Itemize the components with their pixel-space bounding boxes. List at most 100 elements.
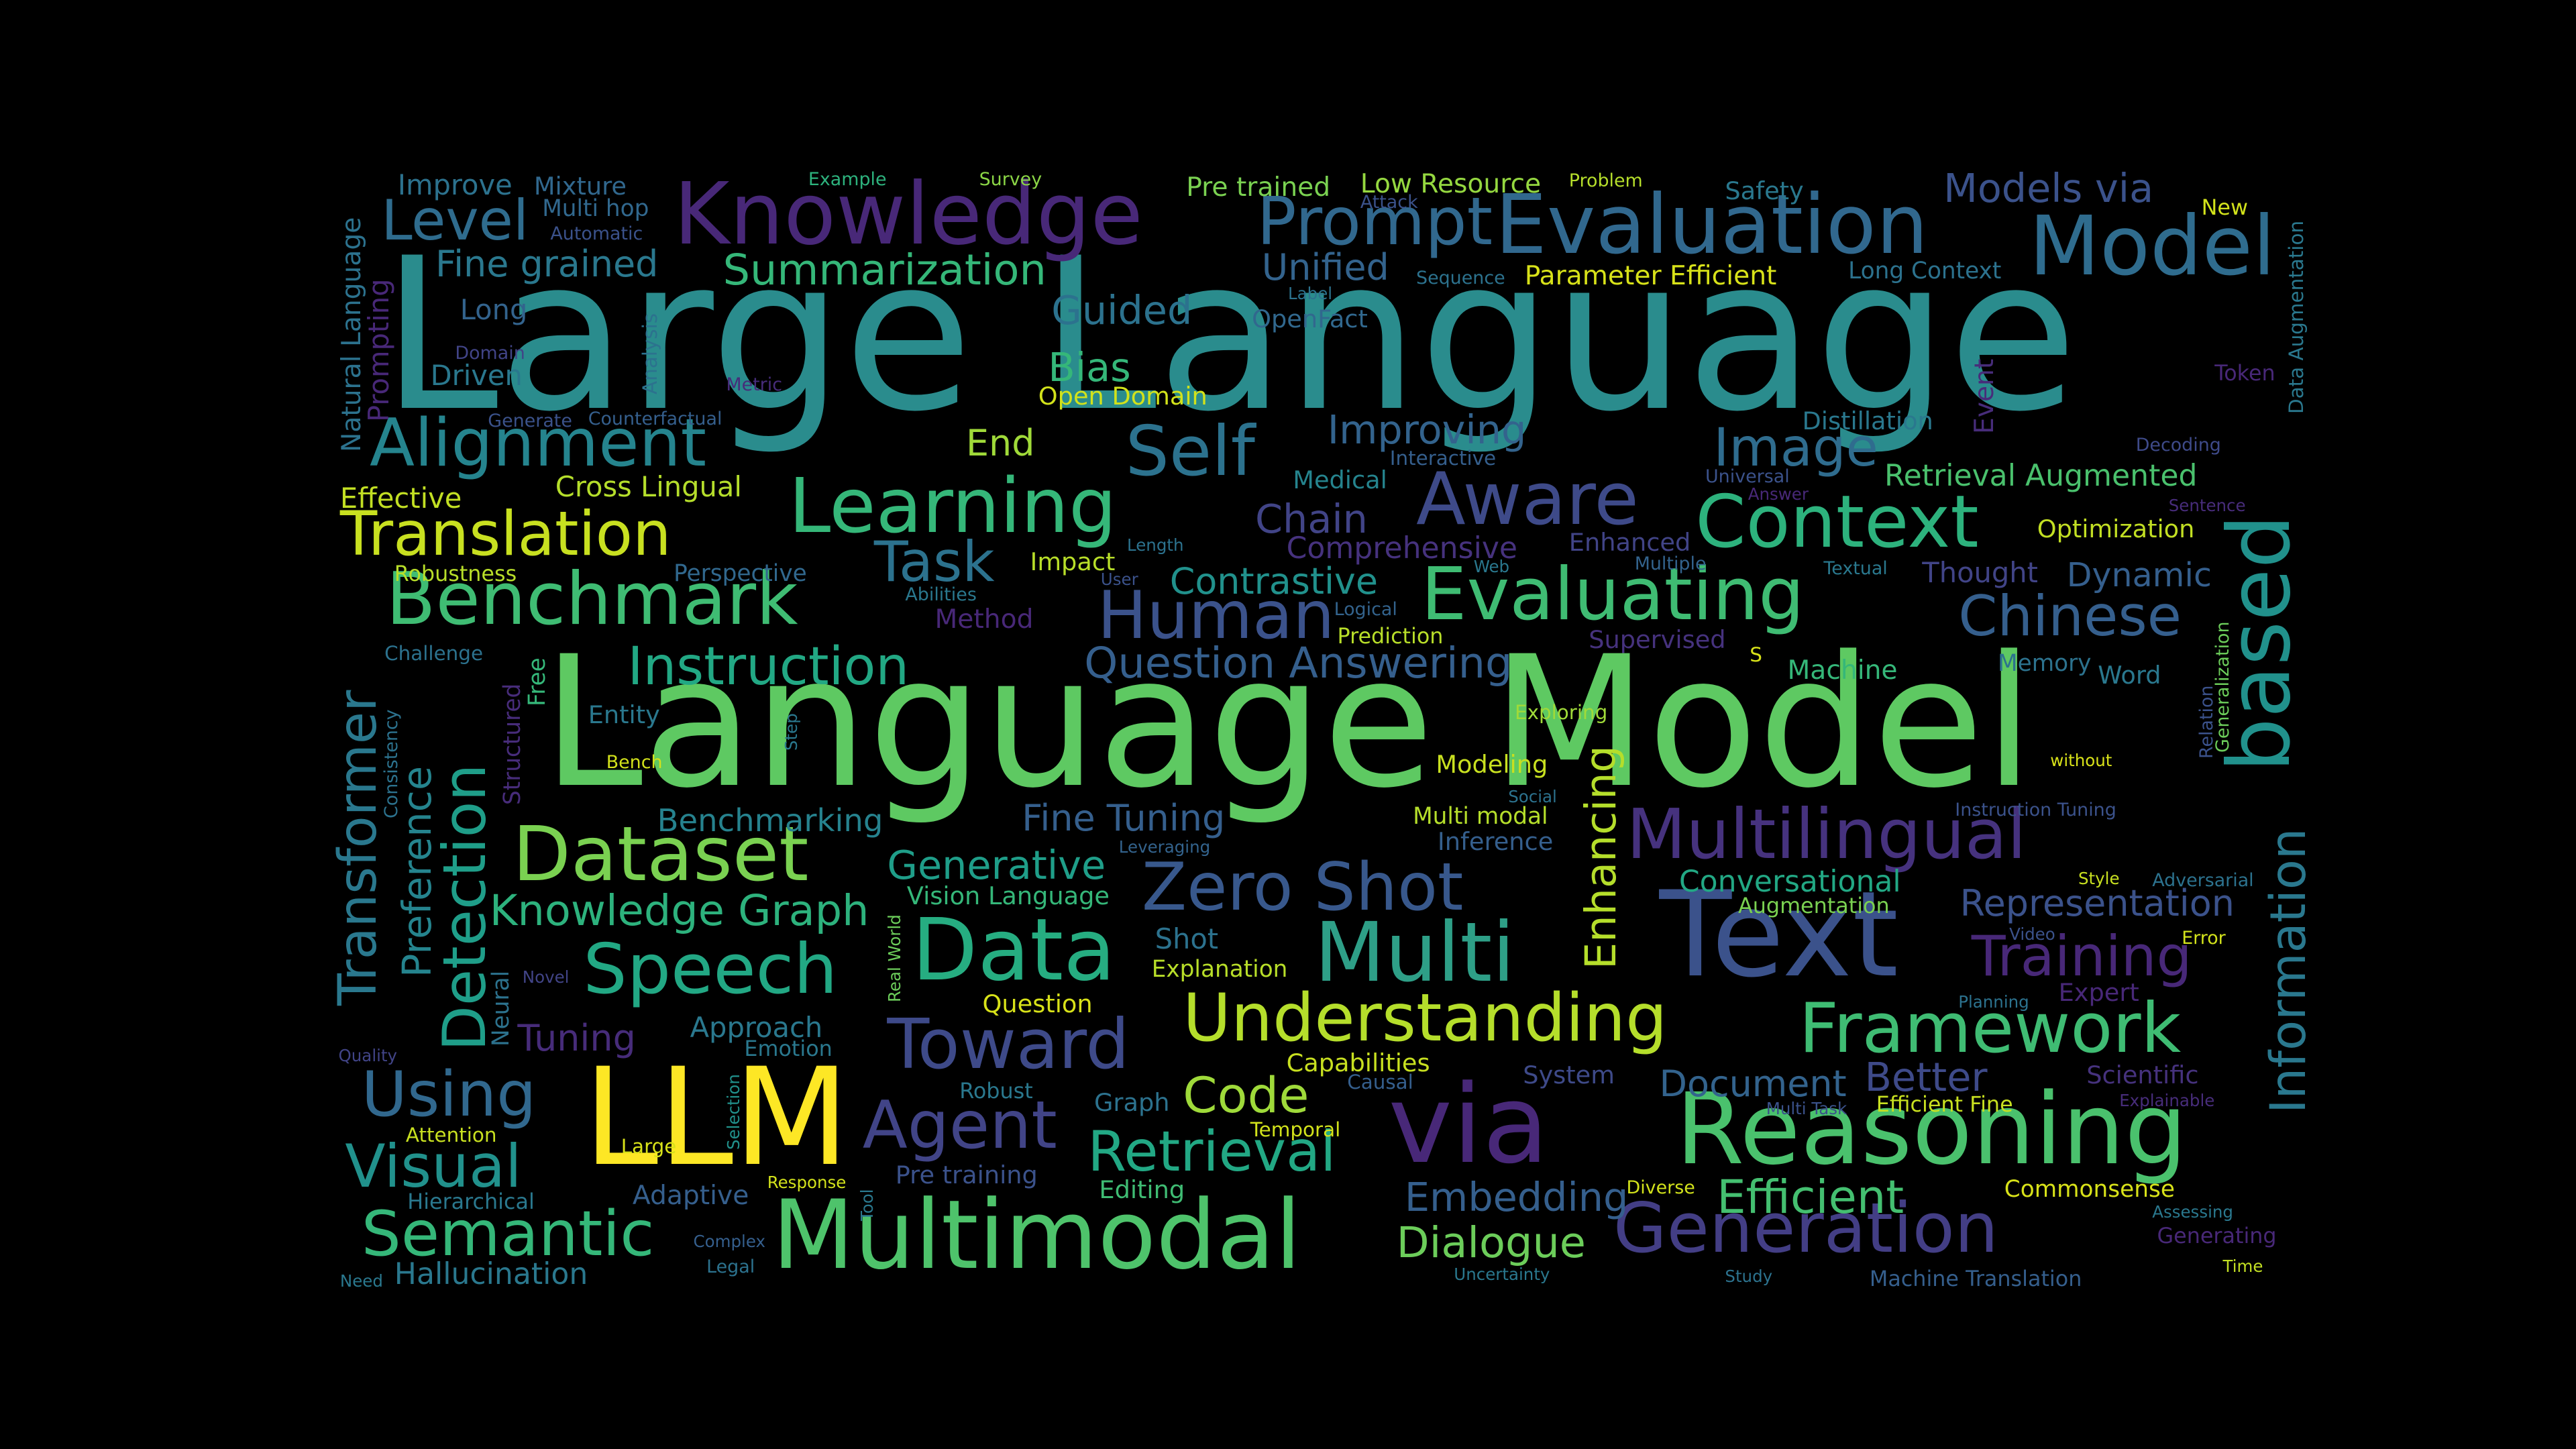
word-automatic: Automatic xyxy=(550,223,643,244)
word-self: Self xyxy=(1125,411,1256,492)
word-via: via xyxy=(1388,1061,1549,1188)
word-quality: Quality xyxy=(338,1046,398,1066)
word-semantic: Semantic xyxy=(361,1197,655,1270)
word-prompt: Prompt xyxy=(1256,183,1493,260)
word-shot: Shot xyxy=(1155,922,1219,955)
word-study: Study xyxy=(1725,1266,1773,1286)
word-explainable: Explainable xyxy=(2119,1090,2215,1110)
word-novel: Novel xyxy=(522,967,570,987)
word-counterfactual: Counterfactual xyxy=(588,409,722,430)
word-generating: Generating xyxy=(2157,1223,2277,1248)
word-translation: Translation xyxy=(339,498,672,570)
word-impact: Impact xyxy=(1030,547,1116,577)
word-entity: Entity xyxy=(588,700,660,730)
word-analysis: Analysis xyxy=(639,313,662,394)
word-tool: Tool xyxy=(857,1189,877,1221)
word-generation: Generation xyxy=(1613,1188,1998,1269)
word-legal: Legal xyxy=(706,1256,755,1277)
word-efficient: Efficient xyxy=(1717,1171,1904,1224)
word-chain: Chain xyxy=(1255,495,1368,542)
word-long: Long xyxy=(460,292,528,326)
word-language-model: Language Model xyxy=(542,616,2035,828)
word-alignment: Alignment xyxy=(370,405,707,482)
word-representation: Representation xyxy=(1960,882,2235,924)
word-safety: Safety xyxy=(1725,176,1804,205)
word-distillation: Distillation xyxy=(1802,406,1933,435)
word-improve: Improve xyxy=(397,168,513,201)
word-transformer: Transformer xyxy=(327,690,388,1006)
word-llm: LLM xyxy=(583,1040,850,1197)
word-enhanced: Enhanced xyxy=(1568,528,1691,557)
word-robust: Robust xyxy=(959,1079,1033,1104)
word-efficient-fine: Efficient Fine xyxy=(1876,1092,2013,1117)
word-exploring: Exploring xyxy=(1515,701,1608,724)
word-survey: Survey xyxy=(979,168,1042,190)
word-capabilities: Capabilities xyxy=(1286,1049,1430,1078)
word-comprehensive: Comprehensive xyxy=(1286,531,1518,566)
word-graph: Graph xyxy=(1094,1088,1170,1118)
word-multi-modal: Multi modal xyxy=(1413,803,1548,830)
word-generalization: Generalization xyxy=(2212,621,2234,753)
word-style: Style xyxy=(2078,869,2120,888)
word-vision-language: Vision Language xyxy=(906,881,1110,910)
word-level: Level xyxy=(381,187,529,253)
word-machine: Machine xyxy=(1787,655,1898,686)
word-temporal: Temporal xyxy=(1250,1118,1341,1142)
word-improving: Improving xyxy=(1327,407,1527,453)
word-selection: Selection xyxy=(724,1074,744,1150)
word-commonsense: Commonsense xyxy=(2004,1175,2175,1203)
word-neural: Neural xyxy=(487,970,515,1046)
word-benchmark: Benchmark xyxy=(386,557,798,641)
word-perspective: Perspective xyxy=(674,559,807,587)
word-data-augmentation: Data Augmentation xyxy=(2285,221,2308,415)
word-guided: Guided xyxy=(1051,286,1193,333)
word-emotion: Emotion xyxy=(744,1036,833,1061)
word-mixture: Mixture xyxy=(533,171,627,201)
word-multi-task: Multi Task xyxy=(1766,1098,1847,1118)
word-fine-tuning: Fine Tuning xyxy=(1022,796,1226,839)
word-hallucination: Hallucination xyxy=(394,1257,588,1292)
word-leveraging: Leveraging xyxy=(1118,837,1211,857)
word-sentence: Sentence xyxy=(2168,496,2246,515)
word-optimization: Optimization xyxy=(2037,515,2195,544)
word-modeling: Modeling xyxy=(1436,749,1548,779)
word-dynamic: Dynamic xyxy=(2066,555,2212,594)
word-question: Question xyxy=(982,989,1093,1019)
word-attack: Attack xyxy=(1360,192,1418,213)
word-sequence: Sequence xyxy=(1416,267,1505,288)
word-fine-grained: Fine grained xyxy=(435,243,659,286)
word-textual: Textual xyxy=(1823,558,1888,580)
word-diverse: Diverse xyxy=(1626,1177,1695,1199)
word-prediction: Prediction xyxy=(1337,624,1444,649)
word-framework: Framework xyxy=(1799,987,2182,1069)
word-consistency: Consistency xyxy=(380,709,402,818)
word-unified: Unified xyxy=(1261,246,1389,289)
word-metric: Metric xyxy=(726,374,782,395)
word-embedding: Embedding xyxy=(1404,1173,1629,1220)
word-uncertainty: Uncertainty xyxy=(1454,1265,1550,1285)
word-expert: Expert xyxy=(2058,978,2139,1007)
word-multimodal: Multimodal xyxy=(772,1179,1301,1291)
word-conversational: Conversational xyxy=(1678,865,1901,900)
word-natural-language: Natural Language xyxy=(336,217,367,452)
word-bench: Bench xyxy=(606,752,663,773)
word-dataset: Dataset xyxy=(513,810,809,899)
word-editing: Editing xyxy=(1099,1175,1185,1204)
word-scientific: Scientific xyxy=(2086,1060,2199,1089)
word-complex: Complex xyxy=(693,1232,765,1252)
word-model: Model xyxy=(2029,198,2275,294)
word-logical: Logical xyxy=(1334,599,1397,621)
word-driven: Driven xyxy=(430,358,523,392)
word-chinese: Chinese xyxy=(1958,583,2182,649)
word-tuning: Tuning xyxy=(517,1016,636,1059)
word-open-domain: Open Domain xyxy=(1038,382,1208,411)
word-bias: Bias xyxy=(1048,344,1131,391)
word-learning: Learning xyxy=(788,462,1117,550)
word-retrieval-augmented: Retrieval Augmented xyxy=(1884,459,2198,494)
word-evaluation: Evaluation xyxy=(1495,176,1929,273)
word-planning: Planning xyxy=(1958,991,2029,1012)
word-zero-shot: Zero Shot xyxy=(1142,849,1464,926)
word-step: Step xyxy=(782,713,802,751)
word-supervised: Supervised xyxy=(1589,625,1726,654)
word-training: Training xyxy=(1971,923,2192,989)
